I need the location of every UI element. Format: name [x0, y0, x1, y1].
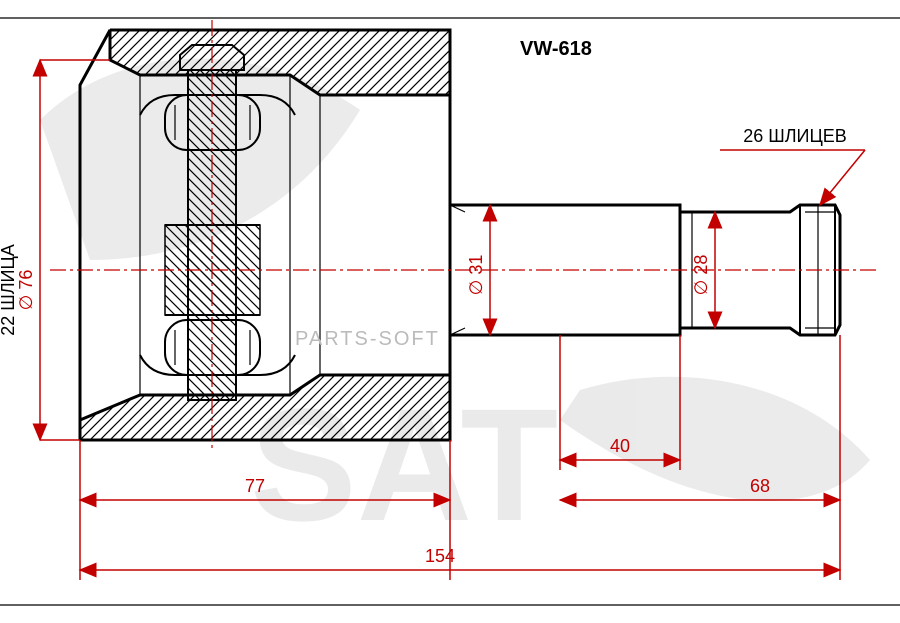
dim-154: 154	[425, 546, 455, 566]
technical-drawing: SAT	[0, 0, 900, 623]
dim-68: 68	[750, 476, 770, 496]
dim-d76: ∅ 76	[16, 270, 36, 311]
watermark-text: PARTS-SOFT	[295, 328, 440, 350]
spline-left: 22 ШЛИЦА	[0, 244, 18, 336]
dim-40: 40	[610, 436, 630, 456]
dim-77: 77	[245, 476, 265, 496]
dim-d31: ∅ 31	[466, 255, 486, 296]
spline-right: 26 ШЛИЦЕВ	[743, 126, 847, 146]
dim-d28: ∅ 28	[691, 255, 711, 296]
part-number: VW-618	[520, 38, 592, 60]
